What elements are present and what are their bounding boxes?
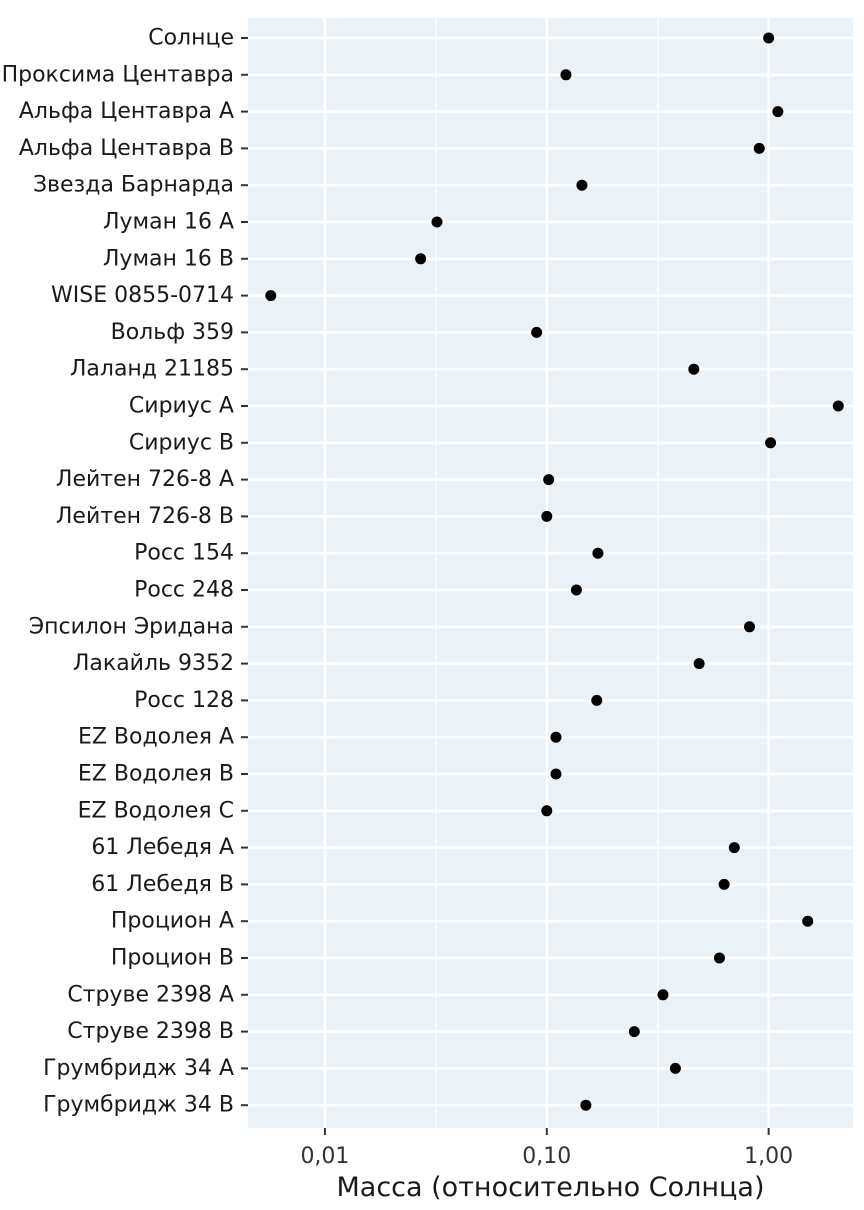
x-axis: 0,01 0,10 1,00	[300, 1128, 793, 1169]
data-point	[669, 1062, 681, 1074]
x-tick-label: 1,00	[744, 1144, 793, 1169]
data-points	[265, 32, 844, 1111]
y-tick-label: Вольф 359	[111, 320, 234, 345]
y-tick-label: Процион B	[111, 946, 234, 971]
data-point	[772, 106, 784, 118]
y-tick-label: Проксима Центавра	[2, 62, 234, 87]
data-point	[802, 915, 814, 927]
data-point	[541, 805, 553, 817]
y-tick-label: Лакайль 9352	[73, 651, 234, 676]
data-point	[265, 290, 277, 302]
y-tick-label: Эпсилон Эридана	[29, 614, 234, 639]
y-tick-label: EZ Водолея C	[78, 798, 234, 823]
data-point	[570, 584, 582, 596]
data-point	[543, 474, 555, 486]
y-tick-label: Лейтен 726-8 B	[56, 504, 234, 529]
data-point	[592, 547, 604, 559]
y-tick-label: 61 Лебедя B	[91, 872, 234, 897]
y-tick-label: Лаланд 21185	[70, 357, 234, 382]
data-point	[591, 694, 603, 706]
x-axis-title: Масса (относительно Солнца)	[336, 1172, 764, 1203]
y-tick-label: Грумбридж 34 A	[43, 1056, 234, 1081]
data-point	[765, 437, 777, 449]
data-point	[541, 510, 553, 522]
y-tick-label: Струве 2398 A	[67, 982, 234, 1007]
data-point	[550, 768, 562, 780]
y-tick-label: EZ Водолея A	[78, 725, 234, 750]
plot-panel	[248, 18, 853, 1128]
x-tick-label: 0,01	[300, 1144, 349, 1169]
y-tick-label: Луман 16 B	[103, 246, 234, 271]
y-tick-label: Звезда Барнарда	[33, 173, 234, 198]
data-point	[657, 989, 669, 1001]
data-point	[693, 658, 705, 670]
y-axis: Солнце Проксима Центавра Альфа Центавра A А…	[2, 26, 248, 1118]
data-point	[763, 32, 775, 44]
data-point	[576, 179, 588, 191]
y-tick-label: Луман 16 A	[103, 210, 234, 235]
y-tick-label: Росс 154	[134, 541, 234, 566]
data-point	[832, 400, 844, 412]
y-tick-label: Солнце	[148, 26, 234, 51]
data-point	[580, 1099, 592, 1111]
x-gridlines	[323, 18, 770, 1128]
data-point	[744, 621, 756, 633]
data-point	[560, 69, 572, 81]
y-tick-label: EZ Водолея B	[78, 762, 234, 787]
data-point	[431, 216, 443, 228]
y-tick-label: Процион A	[111, 909, 234, 934]
data-point	[550, 731, 562, 743]
data-point	[728, 842, 740, 854]
y-tick-label: Лейтен 726-8 A	[56, 467, 234, 492]
y-tick-label: Струве 2398 B	[67, 1019, 234, 1044]
data-point	[415, 253, 427, 265]
data-point	[713, 952, 725, 964]
data-point	[753, 142, 765, 154]
y-tick-label: Альфа Центавра B	[19, 136, 234, 161]
y-tick-label: Альфа Центавра A	[19, 99, 234, 124]
x-tick-label: 0,10	[522, 1144, 571, 1169]
y-tick-label: Сириус B	[129, 430, 234, 455]
data-point	[531, 326, 543, 338]
y-tick-label: Росс 248	[134, 578, 234, 603]
y-tick-label: Сириус A	[129, 394, 234, 419]
y-tick-label: WISE 0855-0714	[51, 283, 234, 308]
y-gridlines	[248, 36, 853, 1107]
data-point	[718, 878, 730, 890]
data-point	[688, 363, 700, 375]
data-point	[628, 1026, 640, 1038]
y-tick-label: 61 Лебедя A	[91, 835, 234, 860]
y-tick-label: Росс 128	[134, 688, 234, 713]
y-tick-label: Грумбридж 34 B	[43, 1093, 234, 1118]
